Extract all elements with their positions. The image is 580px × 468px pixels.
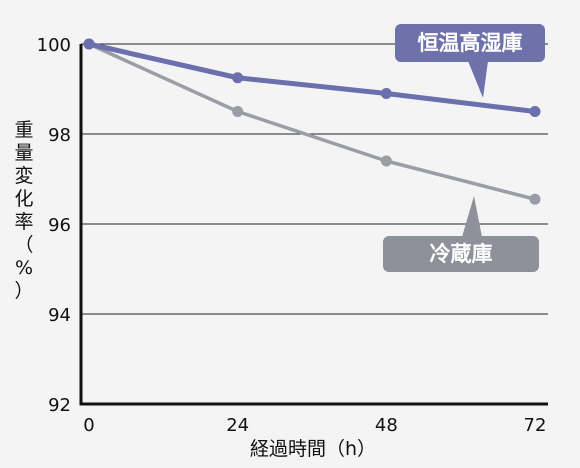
series-1-point [529,106,541,117]
y-tick-label: 94 [48,305,71,326]
x-tick-label: 72 [524,415,547,436]
x-tick-label: 24 [226,415,249,436]
callout-box [395,24,545,62]
callout-pointer [462,196,482,237]
callout-pointer [468,61,488,98]
y-axis-title: 重量変化率（%） [14,119,33,302]
series-1-point [83,38,95,50]
y-tick-label: 100 [37,35,71,56]
series-1-point [380,88,392,99]
x-tick-label: 48 [375,415,398,436]
tick-labels: 92 94 96 98 100 0 24 48 72 [37,35,547,436]
series-2-point [380,155,392,167]
x-axis-title: 経過時間（h） [250,438,376,460]
series-line-2 [88,42,536,201]
callout-box [383,236,539,272]
x-tick-label: 0 [83,415,94,436]
series-1-callout: 恒温高湿庫 [395,24,545,98]
y-tick-label: 96 [48,215,71,236]
series-1-label: 恒温高湿庫 [418,31,523,55]
axes [79,44,548,406]
y-tick-label: 98 [48,125,71,146]
series-2-point [232,106,244,117]
series-2-label: 冷蔵庫 [430,242,493,266]
plot-area [83,38,541,205]
series-2-callout: 冷蔵庫 [383,196,539,272]
series-1-point [232,72,244,84]
y-tick-label: 92 [48,395,71,416]
series-line-1 [88,41,536,114]
series-2-point [529,193,541,205]
